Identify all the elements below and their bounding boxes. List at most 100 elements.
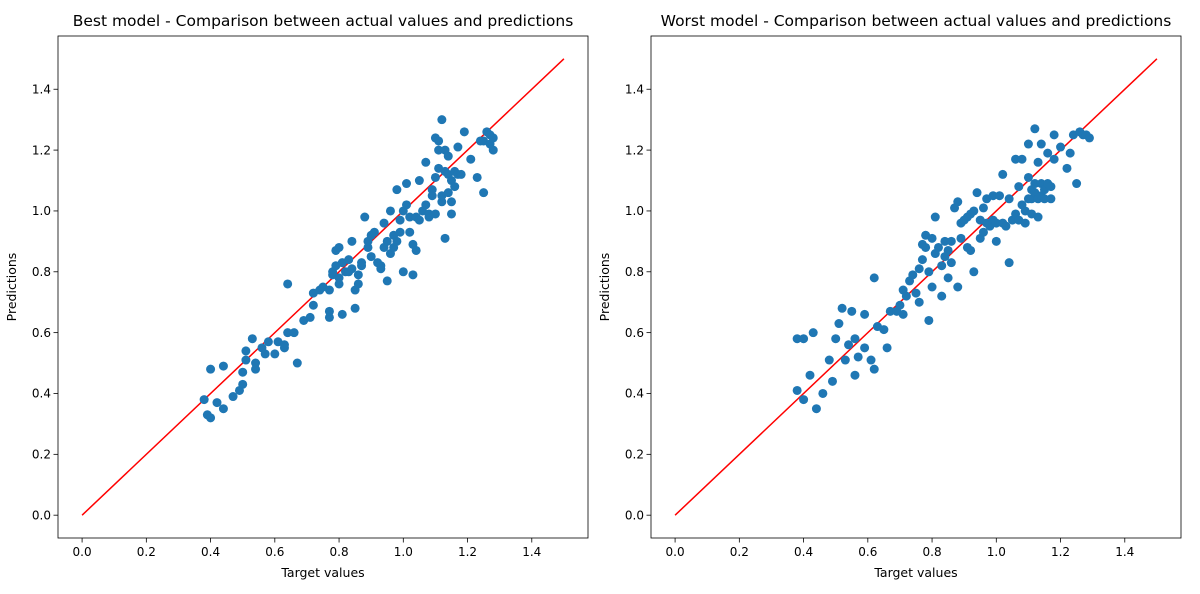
best-model-y-tick-label: 1.2 — [32, 143, 51, 157]
worst-model-x-tick-label: 0.4 — [794, 545, 813, 559]
worst-model-point-85 — [1004, 194, 1014, 204]
worst-model-point-48 — [933, 242, 943, 252]
best-model-y-tick-label: 1.4 — [32, 82, 51, 96]
worst-model-y-tick-label: 1.4 — [625, 82, 644, 96]
best-model-point-83 — [408, 270, 418, 280]
worst-model-point-31 — [898, 309, 908, 319]
best-model-point-95 — [427, 191, 437, 201]
best-model-point-75 — [395, 215, 405, 225]
best-model-point-110 — [443, 151, 453, 161]
worst-model-point-117 — [1049, 154, 1059, 164]
worst-model-x-tick-label: 0.8 — [923, 545, 942, 559]
best-model-point-24 — [283, 279, 293, 289]
worst-model-point-44 — [927, 233, 937, 243]
worst-model-x-tick-label: 1.4 — [1115, 545, 1134, 559]
best-model-x-tick-label: 0.6 — [265, 545, 284, 559]
worst-model-point-26 — [882, 343, 892, 353]
worst-model-y-tick-label: 0.2 — [625, 448, 644, 462]
worst-model-point-14 — [844, 340, 854, 350]
worst-model-point-97 — [1023, 172, 1033, 182]
best-model-point-17 — [260, 349, 270, 359]
worst-model-point-119 — [1056, 142, 1066, 152]
worst-model-points — [792, 124, 1094, 414]
best-model-point-85 — [411, 245, 421, 255]
worst-model-point-54 — [943, 245, 953, 255]
best-model-point-103 — [437, 115, 447, 125]
worst-model-y-tick-label: 0.0 — [625, 508, 644, 522]
worst-model-point-11 — [834, 319, 844, 329]
worst-model-point-50 — [937, 261, 947, 271]
best-model-point-25 — [289, 328, 299, 338]
best-model-point-93 — [424, 209, 434, 219]
worst-model-point-78 — [988, 191, 998, 201]
best-model-point-119 — [459, 127, 469, 137]
worst-model-point-9 — [827, 376, 837, 386]
worst-model-point-17 — [850, 334, 860, 344]
best-model-point-42 — [334, 279, 344, 289]
worst-model-point-25 — [879, 325, 889, 335]
worst-model-point-53 — [943, 273, 953, 283]
best-model-point-53 — [353, 270, 363, 280]
worst-model-point-121 — [1065, 148, 1075, 158]
worst-model-point-112 — [1039, 194, 1049, 204]
worst-model-point-1 — [792, 334, 802, 344]
worst-model-point-91 — [1014, 182, 1024, 192]
worst-model-title: Worst model - Comparison between actual … — [661, 12, 1172, 30]
worst-model-point-20 — [860, 343, 870, 353]
worst-model-point-123 — [1072, 179, 1082, 189]
worst-model-point-38 — [917, 255, 927, 265]
best-model-panel: 0.0 0.2 0.4 0.6 0.8 1.0 1.2 1.4 0.0 0.2 0.4 0.6 0.8 1… — [4, 12, 589, 580]
best-model-point-81 — [405, 227, 415, 237]
best-model-point-5 — [218, 404, 228, 414]
best-model-point-128 — [488, 133, 498, 143]
worst-model-point-32 — [901, 291, 911, 301]
worst-model-point-21 — [866, 355, 876, 365]
worst-model-point-98 — [1023, 139, 1033, 149]
worst-model-x-tick-label: 0.2 — [730, 545, 749, 559]
worst-model-point-58 — [953, 282, 963, 292]
best-model-x-axis-label: Target values — [280, 565, 364, 580]
best-model-point-34 — [324, 306, 334, 316]
worst-model-point-27 — [885, 306, 895, 316]
worst-model-point-56 — [946, 236, 956, 246]
best-model-point-73 — [392, 236, 402, 246]
worst-model-y-axis-label: Predictions — [597, 253, 612, 322]
worst-model-point-45 — [927, 282, 937, 292]
worst-model-point-29 — [895, 300, 905, 310]
best-model-point-52 — [353, 279, 363, 289]
best-model-point-10 — [238, 367, 248, 377]
worst-model-point-110 — [1036, 139, 1046, 149]
worst-model-x-tick-label: 1.2 — [1051, 545, 1070, 559]
worst-model-point-0 — [792, 385, 802, 395]
worst-model-y-tick-label: 1.2 — [625, 143, 644, 157]
best-model-point-99 — [434, 136, 444, 146]
worst-model-point-51 — [940, 236, 950, 246]
best-model-point-64 — [376, 264, 386, 274]
worst-model-point-18 — [853, 352, 863, 362]
worst-model-point-89 — [1011, 154, 1021, 164]
best-model-y-tick-label: 0.8 — [32, 265, 51, 279]
worst-model-y-tick-label: 0.8 — [625, 265, 644, 279]
worst-model-point-3 — [799, 334, 809, 344]
worst-model-point-43 — [924, 267, 934, 277]
best-model-point-7 — [228, 392, 238, 402]
best-model-point-76 — [395, 227, 405, 237]
best-model-x-tick-label: 1.4 — [522, 545, 541, 559]
best-model-y-tick-label: 1.0 — [32, 204, 51, 218]
worst-model-point-118 — [1049, 130, 1059, 140]
worst-model-x-axis-label: Target values — [873, 565, 957, 580]
best-model-title: Best model - Comparison between actual v… — [73, 12, 574, 30]
best-model-x-tick-label: 0.4 — [201, 545, 220, 559]
best-model-point-48 — [347, 236, 357, 246]
worst-model-point-8 — [824, 355, 834, 365]
best-model-point-49 — [347, 264, 357, 274]
best-model-y-tick-label: 0.4 — [32, 387, 51, 401]
worst-model-point-84 — [1001, 221, 1011, 231]
best-model-point-3 — [206, 364, 216, 374]
worst-model-point-7 — [818, 388, 828, 398]
worst-model-point-5 — [808, 328, 818, 338]
best-model-y-tick-label: 0.6 — [32, 326, 51, 340]
best-model-point-55 — [357, 258, 367, 268]
